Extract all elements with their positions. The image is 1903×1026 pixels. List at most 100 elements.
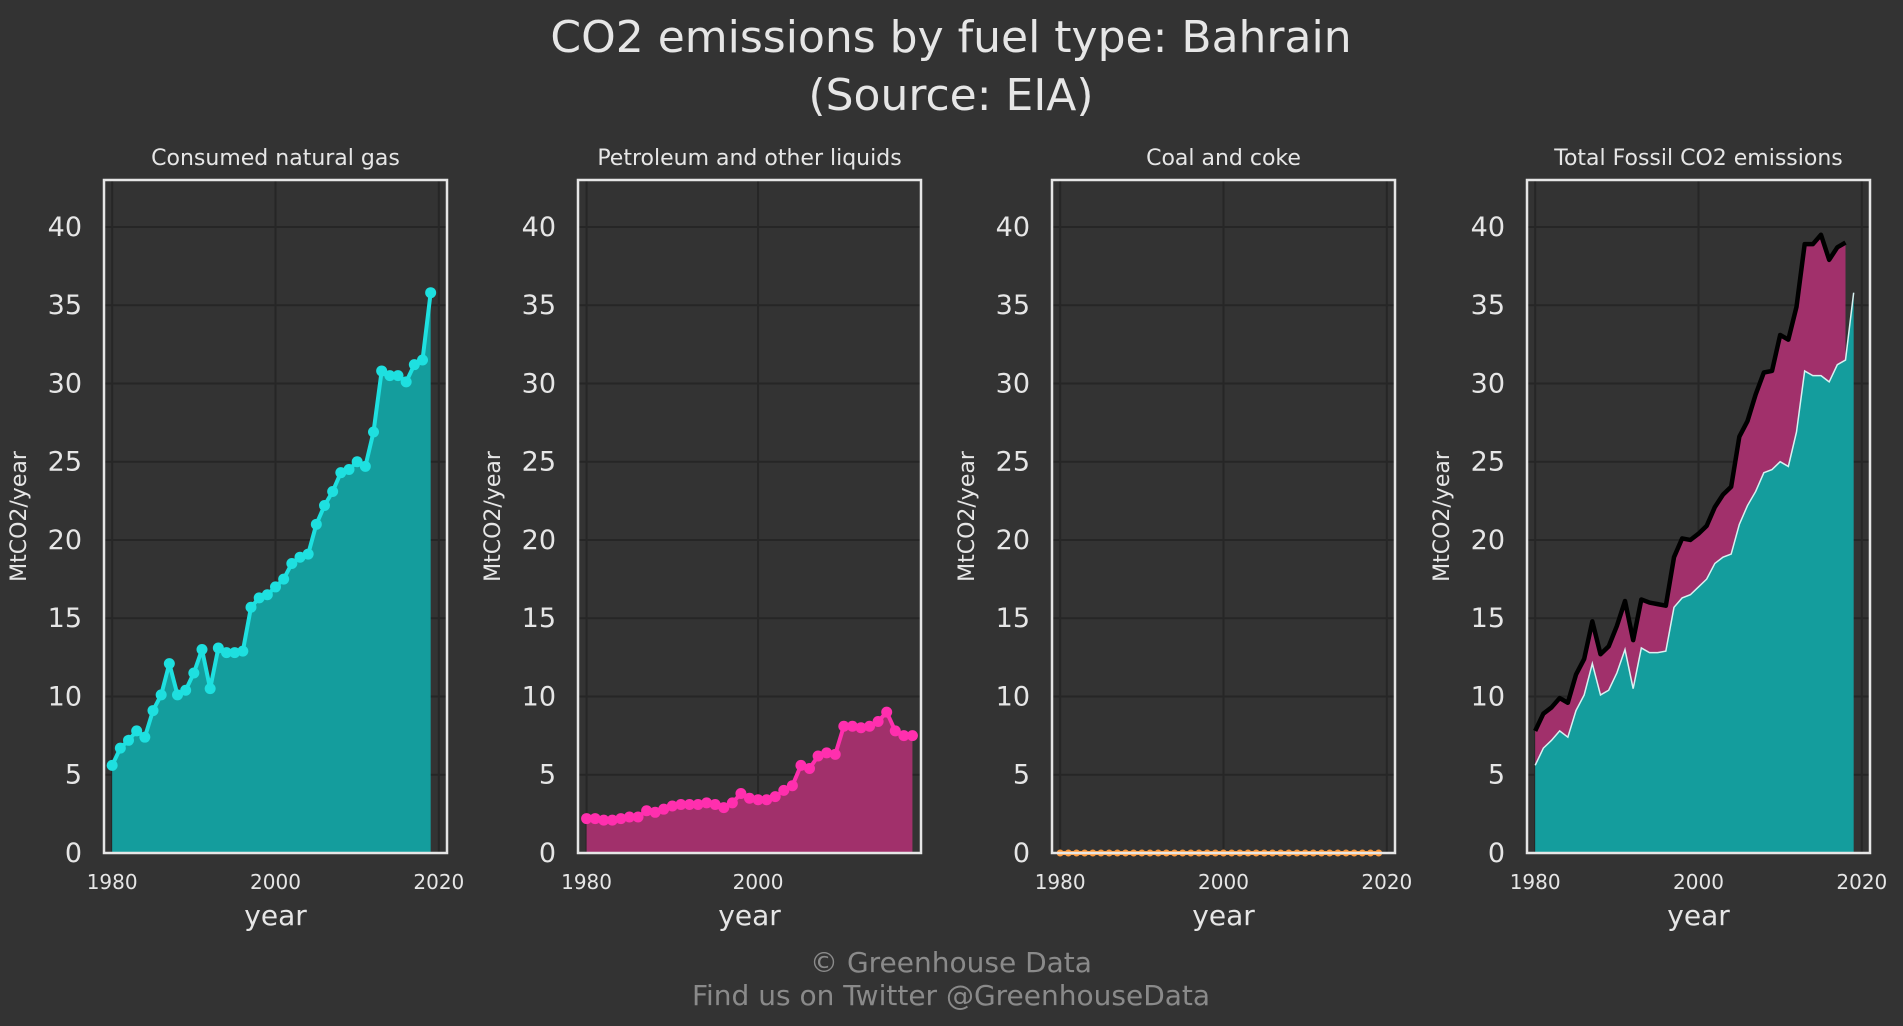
y-tick-label: 20 [996,525,1030,556]
y-tick-label: 10 [48,681,82,712]
data-point [147,705,159,717]
y-tick-label: 15 [48,603,82,634]
x-tick-label: 1980 [561,870,612,894]
y-tick-label: 0 [65,838,82,869]
data-point [212,642,224,654]
data-point [701,797,713,809]
data-point [376,365,388,377]
data-point [906,730,918,742]
data-point [666,800,678,812]
y-axis-label: MtCO2/year [7,450,32,582]
x-tick-label: 2020 [1836,870,1887,894]
petroleum-band-area [1535,234,1846,766]
data-point [623,811,635,823]
data-point [131,725,143,737]
x-axis-label: year [1667,899,1730,932]
gas-edge-line [1534,292,1855,766]
y-tick-label: 0 [1013,838,1030,869]
data-point [425,287,437,299]
data-point [384,370,396,382]
data-point [726,797,738,809]
y-tick-label: 25 [522,447,556,478]
data-point [829,748,841,760]
y-tick-label: 5 [65,760,82,791]
y-tick-label: 40 [48,212,82,243]
data-point [278,573,290,585]
data-point [872,716,884,728]
x-tick-label: 2000 [733,870,784,894]
data-point [812,750,824,762]
data-point [302,548,314,560]
panels: 0 5 10 15 20 25 30 35 40 1980 2000 2020 year MtCO2/ye… [7,146,1887,932]
y-tick-label: 35 [48,290,82,321]
series-area [112,292,431,854]
data-point [163,658,175,670]
data-point [351,456,363,468]
data-point [598,814,610,826]
data-point [359,460,371,472]
data-point [804,762,816,774]
data-point [761,794,773,806]
data-point [155,689,167,701]
x-tick-label: 2000 [1198,870,1249,894]
data-point [778,784,790,796]
y-tick-label: 5 [539,760,556,791]
y-tick-label: 35 [522,290,556,321]
main-title-line1: CO2 emissions by fuel type: Bahrain [550,12,1351,63]
credit-line1: © Greenhouse Data [810,946,1092,979]
y-tick-label: 40 [1471,212,1505,243]
data-point [846,720,858,732]
data-point [692,798,704,810]
data-point [881,706,893,718]
data-point [658,803,670,815]
x-tick-label: 1980 [87,870,138,894]
panel-1: 0 5 10 15 20 25 30 35 40 1980 2000 2020 year MtCO2/ye… [7,146,464,932]
data-point [204,683,216,695]
data-point [286,557,298,569]
data-point [632,811,644,823]
data-point [744,792,755,804]
panel-3: 0 5 10 15 20 25 30 35 40 1980 2000 2020 year MtCO2/ye… [955,146,1412,932]
data-point [735,788,747,800]
data-point [188,667,200,679]
data-point [270,581,281,593]
data-point [392,370,404,382]
y-tick-label: 25 [1471,447,1505,478]
credit-line2: Find us on Twitter @GreenhouseData [692,979,1210,1012]
y-tick-label: 30 [996,368,1030,399]
data-point [795,759,807,771]
y-tick-label: 0 [1488,838,1505,869]
y-tick-label: 35 [996,290,1030,321]
y-tick-label: 5 [1013,760,1030,791]
plot-frame [576,178,923,855]
y-tick-label: 25 [48,447,82,478]
data-point [889,725,901,737]
panel-2: 0 5 10 15 20 25 30 35 40 1980 2000 year MtCO2/year Pe… [481,146,923,932]
panel-4: 0 5 10 15 20 25 30 35 40 1980 2000 2020 year MtCO2/ye… [1430,146,1887,932]
x-tick-label: 1980 [1510,870,1561,894]
data-point [123,734,134,746]
data-point [769,791,781,803]
data-point [245,601,257,613]
x-axis-label: year [1192,899,1255,932]
x-tick-label: 2020 [1361,870,1412,894]
x-tick-label: 2000 [1673,870,1724,894]
data-point [675,798,687,810]
data-point [709,798,721,810]
panel-title: Coal and coke [1146,146,1301,171]
y-tick-label: 30 [1471,368,1505,399]
data-point [606,814,618,826]
data-point [221,647,232,659]
data-point [400,376,412,388]
data-point [641,805,653,817]
y-tick-label: 15 [522,603,556,634]
data-point [196,644,208,656]
data-point [310,518,322,530]
data-point [229,647,241,659]
x-tick-label: 2000 [250,870,301,894]
data-point [615,813,627,825]
data-point [855,722,867,734]
data-point [864,720,876,732]
x-axis-label: year [718,899,781,932]
data-point [683,798,695,810]
